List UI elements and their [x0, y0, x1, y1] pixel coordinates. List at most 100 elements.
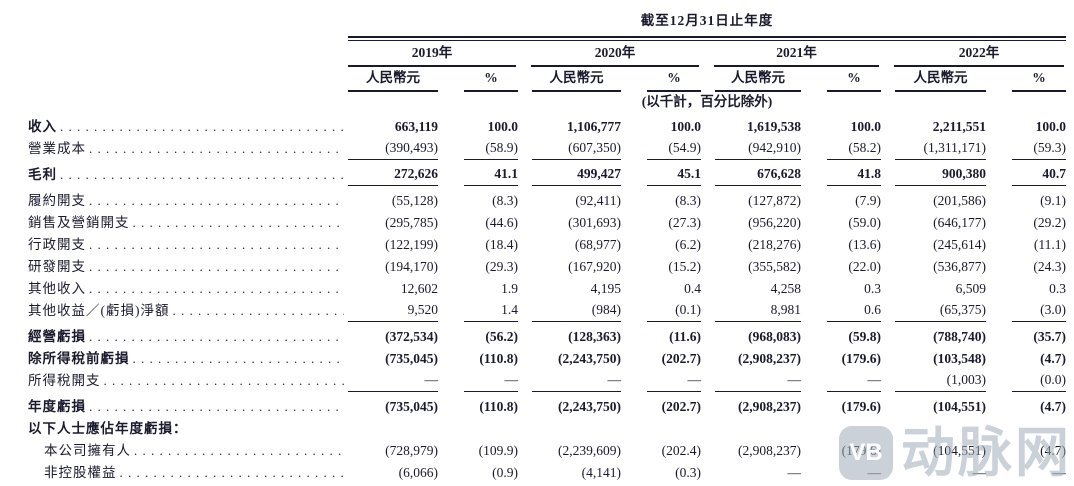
- value-cell: (202.7): [621, 392, 701, 418]
- subheader-currency: 人民幣元: [701, 67, 801, 92]
- value-cell: (9.1): [986, 186, 1066, 212]
- year-header-2022: 2022年: [881, 42, 1066, 67]
- table-row: 研發開支 (194,170) (29.3) (167,920) (15.2) (355,5…: [28, 256, 1066, 278]
- value-cell: [881, 418, 986, 440]
- value: (646,177): [933, 215, 986, 230]
- value-cell: (24.3): [986, 256, 1066, 278]
- value-cell: (788,740): [881, 322, 986, 348]
- value-cell: (301,693): [518, 212, 621, 234]
- value-cell: 0.6: [801, 300, 881, 322]
- value: 100.0: [850, 119, 881, 134]
- value: 6,509: [955, 281, 986, 296]
- year-label: 2020年: [531, 43, 699, 67]
- row-label: 以下人士應佔年度虧損：: [28, 421, 188, 436]
- value: (6.2): [675, 237, 701, 252]
- table-row: 毛利 272,626 41.1 499,427 45.1 676,628 41.8 900,3…: [28, 160, 1066, 186]
- value-cell: (372,534): [348, 322, 438, 348]
- value-cell: (104,551): [881, 440, 986, 462]
- value: (122,199): [385, 237, 438, 252]
- value-cell: 8,981: [701, 300, 801, 322]
- value-cell: (2,243,750): [518, 348, 621, 370]
- value: (104,551): [933, 399, 986, 414]
- value-cell: (11.6): [621, 322, 701, 348]
- value: (103,548): [933, 351, 986, 366]
- value: (201,586): [933, 193, 986, 208]
- table-row: 銷售及營銷開支 (295,785) (44.6) (301,693) (27.3) (95…: [28, 212, 1066, 234]
- table-row: 收入 663,119 100.0 1,106,777 100.0 1,619,538 100…: [28, 112, 1066, 138]
- dotted-leader: [173, 301, 345, 315]
- value-cell: (728,979): [348, 440, 438, 462]
- value: (22.0): [848, 259, 881, 274]
- subheader-currency: 人民幣元: [881, 67, 986, 92]
- spacer-cell: [28, 8, 348, 34]
- value: (6,066): [398, 465, 438, 480]
- row-label: 銷售及營銷開支: [28, 215, 130, 230]
- row-label: 其他收益／(虧損)淨額: [28, 303, 170, 318]
- value: (44.6): [485, 215, 518, 230]
- value-cell: (942,910): [701, 138, 801, 160]
- row-label: 履約開支: [28, 193, 86, 208]
- spacer-cell: [28, 42, 348, 67]
- value-cell: 0.3: [986, 278, 1066, 300]
- value: (92,411): [575, 193, 621, 208]
- value: (65,375): [895, 300, 986, 322]
- value-cell: (59.3): [986, 138, 1066, 160]
- value: (104,551): [933, 443, 986, 458]
- value-cell: —: [701, 462, 802, 484]
- row-label: 其他收入: [28, 281, 86, 296]
- table-row: 所得稅開支 — — — — — — (1,003) (0.0): [28, 370, 1066, 392]
- value-cell: 1.4: [438, 300, 518, 322]
- value: (68,977): [574, 237, 621, 252]
- value: (788,740): [933, 329, 986, 344]
- period-title-cell: 截至12月31日止年度: [348, 8, 1066, 34]
- unit-note-row: (以千計，百分比除外): [28, 92, 1066, 112]
- value-cell: [348, 418, 438, 440]
- value: (984): [532, 300, 621, 322]
- unit-note-cell: (以千計，百分比除外): [348, 92, 1066, 112]
- subheader-percent: %: [438, 67, 518, 92]
- value-cell: (984): [518, 300, 621, 322]
- value-cell: (0.3): [621, 462, 701, 484]
- value-cell: (2,908,237): [701, 440, 801, 462]
- dotted-leader: [60, 117, 344, 131]
- row-label: 行政開支: [28, 237, 86, 252]
- value: (607,350): [532, 138, 621, 160]
- value: 1,106,777: [567, 119, 621, 134]
- value: (728,979): [385, 443, 438, 458]
- value: 1.9: [501, 281, 518, 296]
- value-cell: (968,083): [701, 322, 801, 348]
- value-cell: —: [801, 370, 881, 392]
- percent-label: %: [827, 68, 881, 92]
- value-cell: (110.8): [438, 348, 518, 370]
- value: (0.9): [492, 465, 518, 480]
- value: (2,908,237): [738, 351, 801, 366]
- value-cell: (201,586): [881, 186, 986, 212]
- value-cell: 100.0: [621, 112, 701, 138]
- value: 4,195: [590, 281, 621, 296]
- value-cell: 4,195: [518, 278, 621, 300]
- value-cell: (2,239,609): [518, 440, 621, 462]
- value: (15.2): [668, 259, 701, 274]
- value-cell: (4.7): [986, 348, 1066, 370]
- value: (167,920): [568, 259, 621, 274]
- value: (956,220): [748, 215, 801, 230]
- value-cell: (11.1): [986, 234, 1066, 256]
- value: —: [348, 370, 438, 392]
- value-cell: (355,582): [701, 256, 801, 278]
- value-cell: (58.2): [801, 138, 881, 160]
- row-label-cell: 非控股權益: [28, 462, 348, 484]
- value: (24.3): [1033, 259, 1066, 274]
- period-title: 截至12月31日止年度: [640, 13, 774, 28]
- value-cell: (65,375): [881, 300, 986, 322]
- value-cell: (8.3): [621, 186, 701, 212]
- dotted-leader: [104, 371, 345, 385]
- value: (3.0): [1012, 300, 1066, 322]
- value-cell: —: [518, 370, 621, 392]
- year-header-2020: 2020年: [518, 42, 701, 67]
- value: (202.7): [661, 351, 701, 366]
- row-label-cell: 履約開支: [28, 186, 348, 212]
- table-row: 年度虧損 (735,045) (110.8) (2,243,750) (202.7) (2…: [28, 392, 1066, 418]
- value-cell: (44.6): [438, 212, 518, 234]
- value-cell: [621, 418, 701, 440]
- value: (179.6): [841, 351, 881, 366]
